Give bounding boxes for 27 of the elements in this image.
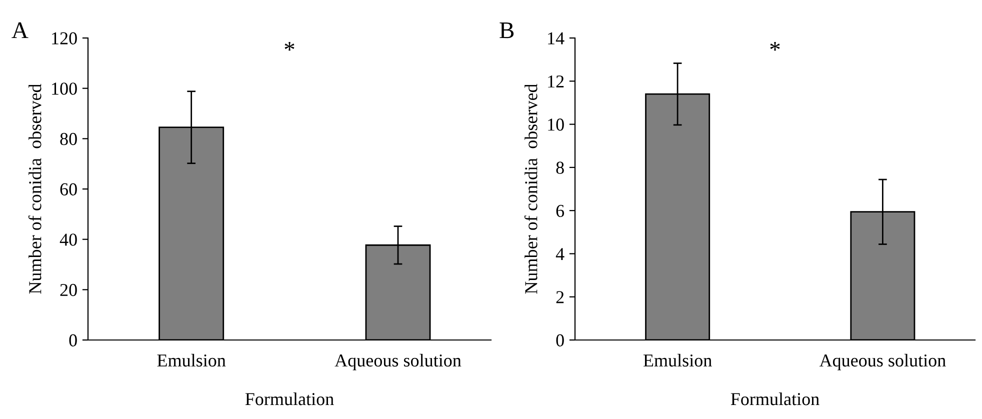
chart-title: A (12, 22, 28, 38)
x-axis-title: Formulation (245, 392, 334, 406)
annotation: * (770, 42, 780, 51)
y-tick-label: 80 (60, 132, 77, 146)
x-tick-label: Aqueous solution (819, 354, 946, 370)
y-tick-label: 6 (556, 204, 564, 218)
y-axis-title: Number of conidia observed (28, 84, 42, 294)
y-tick-label: 120 (52, 32, 77, 44)
y-tick-label: 8 (556, 162, 564, 174)
y-tick-label: 10 (548, 118, 564, 131)
chart-title: B (500, 22, 514, 38)
y-tick-label: 14 (548, 32, 564, 44)
y-tick-label: 40 (60, 234, 77, 246)
y-tick-label: 100 (52, 82, 77, 95)
y-tick-label: 60 (60, 183, 77, 196)
x-tick-label: Aqueous solution (334, 354, 462, 370)
x-axis-title: Formulation (730, 392, 820, 406)
y-axis-title: Number of conidia observed (524, 84, 538, 294)
y-tick-label: 12 (548, 75, 564, 88)
y-tick-label: 0 (69, 334, 77, 346)
y-tick-label: 0 (556, 334, 564, 346)
x-tick-label: Emulsion (643, 354, 712, 367)
y-tick-label: 4 (556, 248, 564, 260)
annotation: * (284, 42, 294, 51)
y-tick-label: 2 (556, 291, 564, 304)
x-tick-label: Emulsion (157, 354, 226, 367)
y-tick-label: 20 (60, 284, 77, 296)
